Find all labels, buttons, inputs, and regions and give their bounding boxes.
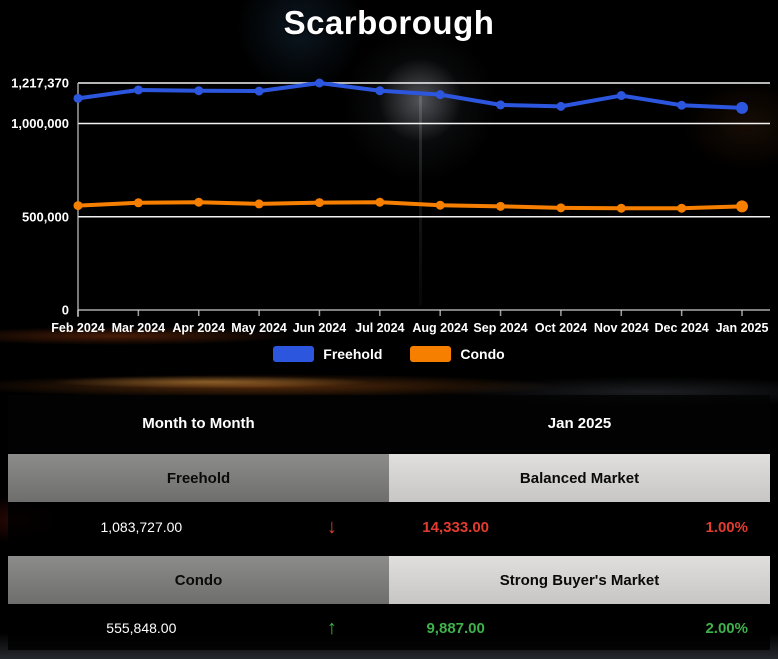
price-trend-chart: 1,217,370 1,000,000 500,000 0 Feb 2024 Mar 20… xyxy=(11,76,770,335)
freehold-price-value: 1,083,727.00 xyxy=(100,519,183,535)
data-point-condo xyxy=(736,200,748,213)
streetlight-pole xyxy=(419,96,422,306)
freehold-change-percent: 1.00% xyxy=(705,518,748,536)
legend-item-condo[interactable]: Condo xyxy=(410,346,505,362)
series-freehold-line xyxy=(76,81,744,110)
data-point-freehold xyxy=(496,100,506,110)
data-point-condo xyxy=(496,201,506,211)
legend-label: Condo xyxy=(460,346,505,362)
condo-change-value: 9,887.00 xyxy=(426,619,485,637)
x-tick-label: Aug 2024 xyxy=(412,321,468,335)
condo-change-percent: 2.00% xyxy=(705,619,748,637)
table-row: 555,848.00 ↑ 9,887.00 2.00% xyxy=(8,606,770,650)
data-point-freehold xyxy=(254,86,264,96)
data-point-freehold xyxy=(73,93,83,103)
table-row: 1,083,727.00 ↓ 14,333.00 1.00% xyxy=(8,502,770,552)
legend-label: Freehold xyxy=(323,346,383,362)
x-tick-label: Nov 2024 xyxy=(594,321,649,335)
x-tick-label: Jan 2025 xyxy=(716,321,769,335)
header-period: Jan 2025 xyxy=(547,415,612,432)
condo-legend-swatch xyxy=(410,346,452,362)
data-point-freehold xyxy=(133,85,143,95)
table-row: Freehold Balanced Market xyxy=(8,454,770,502)
x-tick-label: May 2024 xyxy=(231,321,287,335)
series-condo-line xyxy=(76,200,744,211)
y-tick-label: 0 xyxy=(62,303,69,318)
legend-item-freehold[interactable]: Freehold xyxy=(273,346,382,362)
freehold-legend-swatch xyxy=(273,346,315,362)
chart-legend: Freehold Condo xyxy=(0,346,778,362)
data-point-condo xyxy=(73,201,83,211)
data-point-condo xyxy=(616,203,626,213)
data-point-freehold xyxy=(314,78,324,88)
x-tick-label: Apr 2024 xyxy=(172,321,225,335)
data-point-condo xyxy=(435,200,445,210)
data-point-condo xyxy=(375,197,385,207)
header-month-to-month: Month to Month xyxy=(142,415,255,432)
category-condo: Condo xyxy=(8,556,389,604)
x-tick-label: Oct 2024 xyxy=(535,321,587,335)
x-tick-label: Feb 2024 xyxy=(51,321,105,335)
data-point-freehold xyxy=(435,90,445,100)
data-point-freehold xyxy=(616,91,626,101)
data-point-condo xyxy=(314,198,324,208)
data-point-condo xyxy=(194,197,204,207)
page-title: Scarborough xyxy=(283,4,495,41)
x-tick-label: Jun 2024 xyxy=(293,321,347,335)
data-point-freehold xyxy=(375,86,385,96)
table-header-row: Month to Month Jan 2025 xyxy=(8,395,770,452)
data-point-condo xyxy=(556,203,566,213)
y-tick-label: 1,217,370 xyxy=(11,76,69,91)
x-tick-label: Jul 2024 xyxy=(355,321,404,335)
data-point-condo xyxy=(677,203,687,213)
x-tick-label: Sep 2024 xyxy=(473,321,527,335)
condo-price-value: 555,848.00 xyxy=(106,620,177,636)
y-tick-label: 1,000,000 xyxy=(11,116,69,131)
down-arrow-icon: ↓ xyxy=(326,516,337,538)
data-point-freehold xyxy=(556,101,566,111)
data-point-condo xyxy=(133,198,143,208)
market-status-freehold: Balanced Market xyxy=(389,454,770,502)
x-tick-label: Dec 2024 xyxy=(655,321,709,335)
x-tick-label: Mar 2024 xyxy=(112,321,166,335)
data-point-freehold xyxy=(736,101,748,114)
category-freehold: Freehold xyxy=(8,454,389,502)
y-tick-label: 500,000 xyxy=(22,209,69,224)
table-row: Condo Strong Buyer's Market xyxy=(8,556,770,604)
data-point-freehold xyxy=(677,100,687,110)
market-status-condo: Strong Buyer's Market xyxy=(389,556,770,604)
freehold-change-value: 14,333.00 xyxy=(422,518,490,536)
up-arrow-icon: ↑ xyxy=(326,617,337,639)
market-summary-table: Month to Month Jan 2025 Freehold Balance… xyxy=(8,395,770,650)
data-point-condo xyxy=(254,199,264,209)
data-point-freehold xyxy=(194,86,204,96)
